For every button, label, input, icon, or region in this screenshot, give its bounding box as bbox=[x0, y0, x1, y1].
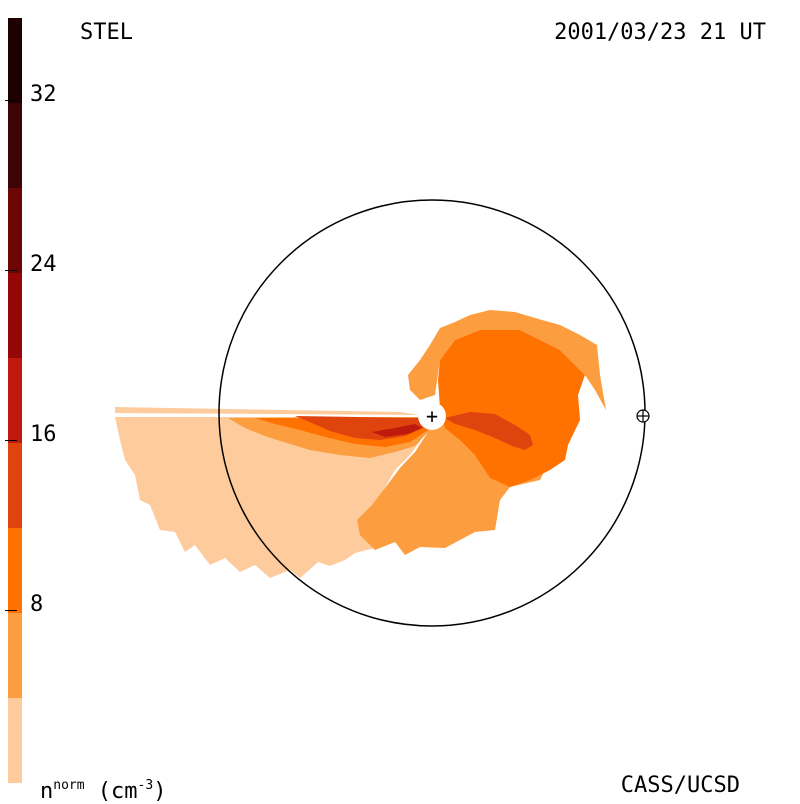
colorbar-tick-16 bbox=[5, 440, 17, 441]
colorbar-segment bbox=[8, 358, 22, 443]
sun-marker: + bbox=[426, 404, 438, 428]
timestamp: 2001/03/23 21 UT bbox=[554, 20, 766, 45]
density-region-mid bbox=[438, 330, 585, 487]
density-region-higher bbox=[372, 424, 422, 437]
unit-superscript: norm bbox=[53, 778, 85, 793]
source-label: STEL bbox=[80, 20, 133, 45]
colorbar-label-16: 16 bbox=[30, 422, 57, 447]
unit-close: ) bbox=[153, 779, 167, 804]
unit-rest: (cm bbox=[84, 779, 138, 804]
unit-label: nnorm (cm-3) bbox=[40, 775, 166, 803]
unit-exponent: -3 bbox=[137, 778, 154, 793]
colorbar-tick-24 bbox=[5, 270, 17, 271]
sun-disk bbox=[418, 402, 446, 430]
colorbar-label-8: 8 bbox=[30, 592, 44, 617]
colorbar-segment bbox=[8, 273, 22, 358]
colorbar-segment bbox=[8, 613, 22, 698]
colorbar-label-24: 24 bbox=[30, 252, 57, 277]
unit-base: n bbox=[40, 779, 54, 804]
credit-label: CASS/UCSD bbox=[620, 773, 740, 798]
density-region-high bbox=[445, 412, 533, 450]
density-region-low-upper bbox=[408, 310, 606, 410]
colorbar-segment bbox=[8, 103, 22, 188]
colorbar-segment bbox=[8, 698, 22, 783]
density-region-lowest-sliver bbox=[115, 407, 420, 415]
density-region-lowest bbox=[115, 417, 432, 578]
colorbar-segment bbox=[8, 188, 22, 273]
colorbar-tick-8 bbox=[5, 610, 17, 611]
colorbar bbox=[8, 18, 22, 783]
colorbar-tick-32 bbox=[5, 100, 17, 101]
colorbar-label-32: 32 bbox=[30, 82, 57, 107]
colorbar-segment bbox=[8, 443, 22, 528]
colorbar-segment bbox=[8, 18, 22, 103]
colorbar-segment bbox=[8, 528, 22, 613]
